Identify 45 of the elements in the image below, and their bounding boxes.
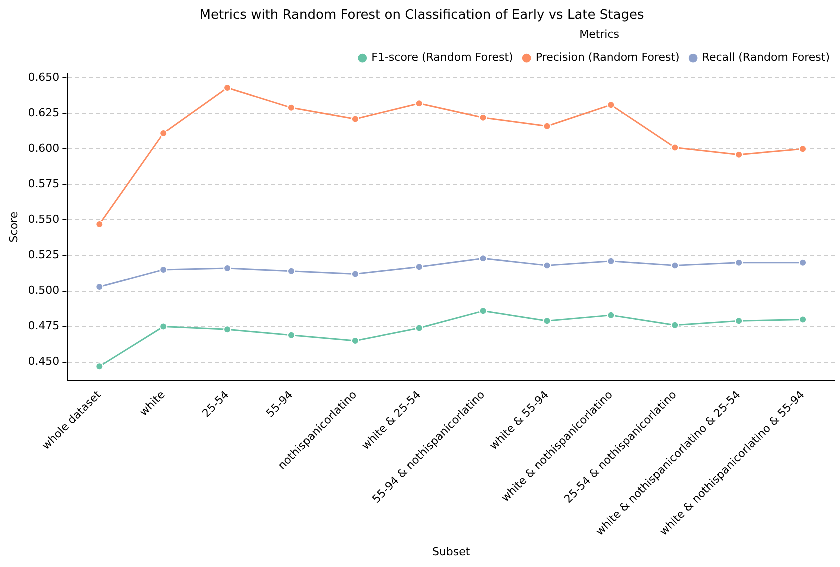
point [160, 322, 168, 331]
point [543, 317, 552, 326]
point [671, 144, 680, 152]
point [415, 263, 424, 272]
point [671, 262, 680, 270]
y-tick-label: 0.525 [28, 248, 60, 262]
point [735, 258, 744, 267]
point [479, 254, 488, 263]
y-tick-label: 0.625 [28, 106, 60, 120]
y-axis-title: Score [7, 212, 20, 243]
point [479, 114, 488, 122]
chart-title: Metrics with Random Forest on Classification of Early vs Late Stages [200, 8, 644, 24]
point [415, 324, 424, 332]
point [287, 331, 296, 340]
point [351, 270, 360, 278]
point [96, 220, 104, 228]
point [287, 104, 296, 112]
y-tick-label: 0.550 [28, 213, 60, 226]
point [607, 257, 616, 266]
y-tick-label: 0.475 [28, 320, 60, 333]
point [479, 307, 488, 316]
legend-label: Recall (Random Forest) [702, 51, 830, 64]
point [799, 145, 808, 154]
point [543, 262, 552, 270]
legend-label: F1-score (Random Forest) [372, 51, 514, 64]
y-tick-label: 0.575 [28, 178, 60, 191]
y-tick-label: 0.500 [28, 284, 60, 298]
point [607, 311, 616, 320]
x-axis-title: Subset [432, 545, 471, 558]
y-tick-label: 0.450 [28, 355, 60, 368]
point [543, 122, 552, 130]
point [96, 362, 104, 371]
point [735, 150, 744, 159]
point [287, 267, 296, 276]
point [351, 115, 360, 124]
point [160, 130, 168, 138]
point [671, 321, 680, 330]
point [415, 100, 424, 108]
y-tick-label: 0.600 [28, 142, 60, 155]
point [735, 317, 744, 326]
y-tick-label: 0.650 [28, 70, 60, 84]
point [224, 326, 232, 334]
point [607, 101, 616, 110]
legend-label: Precision (Random Forest) [536, 51, 680, 64]
legend-title: Metrics [580, 28, 620, 41]
